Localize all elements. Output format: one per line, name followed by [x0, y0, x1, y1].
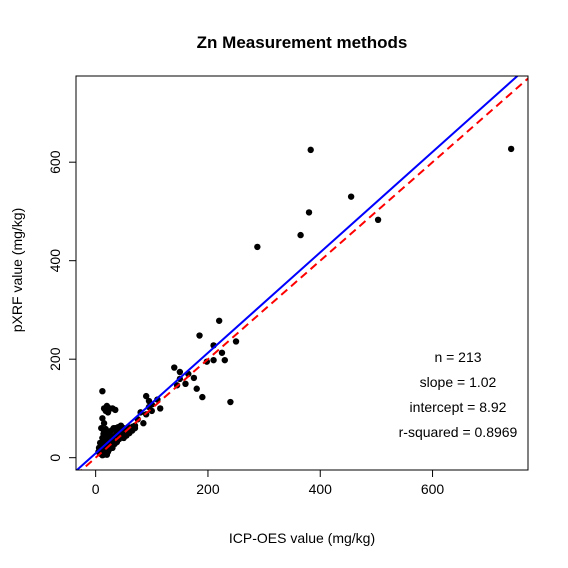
data-point [190, 374, 198, 382]
data-point [507, 145, 515, 153]
x-tick-label: 0 [92, 481, 100, 497]
data-point [196, 332, 203, 339]
data-point [148, 407, 156, 415]
y-axis: 0 200 400 600 [47, 150, 77, 462]
data-point [347, 193, 355, 200]
data-point [157, 405, 164, 412]
identity-line [80, 77, 528, 470]
data-point [99, 434, 106, 442]
stats-line: intercept = 8.92 [410, 399, 507, 415]
data-point [232, 338, 240, 345]
data-point [99, 388, 106, 395]
x-tick-label: 400 [309, 481, 333, 497]
y-tick-label: 200 [47, 347, 63, 371]
data-point [100, 420, 108, 427]
data-point [176, 368, 184, 376]
data-point [215, 317, 223, 324]
data-point [98, 424, 105, 432]
data-point [297, 231, 304, 239]
data-point [305, 209, 313, 216]
data-point [171, 364, 178, 371]
x-axis-label: ICP-OES value (mg/kg) [229, 530, 375, 546]
data-point [307, 146, 314, 154]
stats-line: r-squared = 0.8969 [399, 424, 518, 440]
data-point [193, 385, 200, 392]
y-tick-label: 600 [47, 150, 63, 174]
y-tick-label: 0 [47, 454, 63, 462]
regression-line [76, 76, 519, 470]
chart-title: Zn Measurement methods [197, 33, 408, 52]
stats-line: slope = 1.02 [420, 374, 497, 390]
data-point [199, 393, 206, 401]
data-point [221, 356, 228, 364]
data-point [140, 420, 147, 427]
data-point [374, 216, 382, 224]
stats-line: n = 213 [434, 349, 481, 365]
data-point [227, 398, 234, 406]
stats-annotation: n = 213 slope = 1.02 intercept = 8.92 r-squ… [399, 349, 518, 440]
data-point [112, 406, 119, 414]
x-tick-label: 600 [421, 481, 445, 497]
data-point [131, 424, 139, 432]
data-point [99, 415, 106, 422]
data-point [254, 243, 261, 251]
data-point [210, 356, 217, 364]
data-point [102, 407, 109, 415]
data-point [218, 349, 226, 356]
y-tick-label: 400 [47, 249, 63, 273]
x-axis: 0 200 400 600 [92, 469, 445, 497]
plot-area [76, 76, 528, 470]
data-point [145, 397, 153, 405]
data-point [142, 392, 150, 400]
y-axis-label: pXRF value (mg/kg) [9, 208, 25, 332]
data-point [182, 380, 189, 388]
x-tick-label: 200 [196, 481, 220, 497]
data-point [104, 448, 112, 455]
